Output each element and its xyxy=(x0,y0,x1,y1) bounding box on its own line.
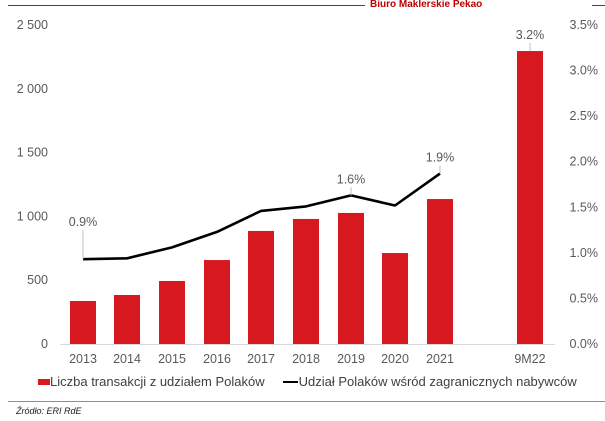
bar-2018 xyxy=(293,218,319,344)
brand-label: Biuro Maklerskie Pekao xyxy=(370,0,483,10)
right-axis-tick: 2.5% xyxy=(570,109,599,123)
data-label-2013: 0.9% xyxy=(69,215,98,229)
left-axis-tick: 2 000 xyxy=(17,82,48,96)
bar-2017 xyxy=(248,230,274,344)
x-axis-tick: 2020 xyxy=(381,352,409,366)
right-axis-tick: 3.0% xyxy=(570,64,599,78)
right-axis-tick: 1.0% xyxy=(570,246,599,260)
right-axis-ticks: 0.0% 0.5% 1.0% 1.5% 2.0% 2.5% 3.0% 3.5% xyxy=(570,18,599,351)
bar-2019 xyxy=(338,212,364,344)
x-axis-tick: 9M22 xyxy=(514,352,545,366)
bar-2014 xyxy=(114,295,140,344)
legend-line-swatch xyxy=(282,380,298,383)
data-label-2019: 1.6% xyxy=(337,172,366,186)
data-labels: 0.9% 1.6% 1.9% 3.2% xyxy=(69,28,545,260)
x-axis-ticks: 2013 2014 2015 2016 2017 2018 2019 2020 2021 9M22 xyxy=(69,352,546,366)
source-note: Źródło: ERI RdE xyxy=(16,406,82,416)
right-axis-tick: 0.0% xyxy=(570,337,599,351)
left-axis-ticks: 0 500 1 000 1 500 2 000 2 500 xyxy=(17,18,48,351)
right-axis-tick: 3.5% xyxy=(570,18,599,32)
x-axis-tick: 2015 xyxy=(158,352,186,366)
legend-line-label: Udział Polaków wśród zagranicznych nabyw… xyxy=(298,374,577,389)
x-axis-tick: 2018 xyxy=(292,352,320,366)
right-axis-tick: 0.5% xyxy=(570,291,599,305)
x-axis-tick: 2013 xyxy=(69,352,97,366)
bar-2016 xyxy=(204,260,230,344)
bar-9M22 xyxy=(517,51,543,345)
left-axis-tick: 500 xyxy=(27,273,48,287)
left-axis-tick: 2 500 xyxy=(17,18,48,32)
share-line xyxy=(82,172,441,261)
legend: Liczba transakcji z udziałem Polaków Udz… xyxy=(38,374,595,389)
bar-series xyxy=(70,51,543,345)
legend-bar-swatch xyxy=(38,378,50,385)
footer-rule xyxy=(8,401,605,402)
bar-2020 xyxy=(382,253,408,344)
line-series xyxy=(82,172,441,261)
header-rule-left xyxy=(8,5,365,6)
x-axis-tick: 2021 xyxy=(426,352,454,366)
right-axis-tick: 2.0% xyxy=(570,155,599,169)
bar-2013 xyxy=(70,300,96,344)
legend-item-bar: Liczba transakcji z udziałem Polaków xyxy=(38,374,265,389)
left-axis-tick: 1 500 xyxy=(17,146,48,160)
x-axis-tick: 2017 xyxy=(247,352,275,366)
legend-item-line: Udział Polaków wśród zagranicznych nabyw… xyxy=(282,374,577,389)
x-axis-tick: 2019 xyxy=(337,352,365,366)
legend-bar-label: Liczba transakcji z udziałem Polaków xyxy=(50,374,265,389)
left-axis-tick: 1 000 xyxy=(17,209,48,223)
data-label-2021: 1.9% xyxy=(426,151,455,165)
right-axis-tick: 1.5% xyxy=(570,200,599,214)
bar-2015 xyxy=(159,280,185,344)
x-axis-tick: 2014 xyxy=(113,352,141,366)
left-axis-tick: 0 xyxy=(41,337,48,351)
bar-2021 xyxy=(427,199,453,344)
header-rule-right xyxy=(592,5,605,6)
data-label-9M22: 3.2% xyxy=(516,28,545,42)
x-axis-tick: 2016 xyxy=(203,352,231,366)
